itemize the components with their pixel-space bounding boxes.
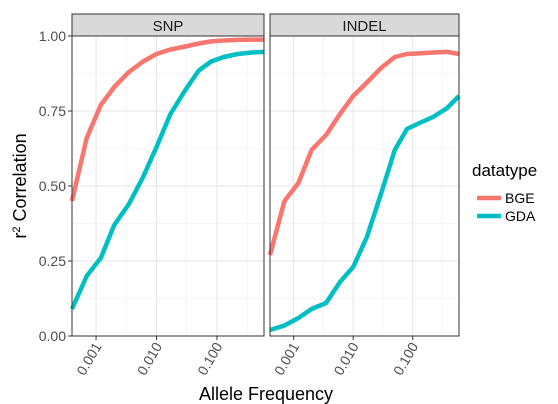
facet-strip-label: SNP xyxy=(153,18,184,35)
panel-indel: INDEL 0.001 0.010 0.100 xyxy=(267,13,461,378)
x-axis-title: Allele Frequency xyxy=(199,384,333,404)
facet-strip-label: INDEL xyxy=(342,18,386,35)
legend-label-gda: GDA xyxy=(505,208,536,224)
series-line-bge xyxy=(267,49,460,256)
x-tick-label: 0.001 xyxy=(73,339,104,378)
y-tick-label: 0.00 xyxy=(39,328,66,344)
legend-entry-bge: BGE xyxy=(477,190,535,206)
series-line-gda xyxy=(69,49,265,310)
y-tick-label: 0.50 xyxy=(39,178,66,194)
x-tick-label: 0.001 xyxy=(271,339,302,378)
x-tick-label: 0.100 xyxy=(194,339,225,378)
series-line-bge xyxy=(69,37,264,202)
legend-entry-gda: GDA xyxy=(477,208,536,224)
y-axis-title: r2 Correlation xyxy=(10,133,30,238)
y-tick-label: 1.00 xyxy=(39,28,66,44)
x-tick-label: 0.010 xyxy=(330,339,361,378)
y-axis-title-base: r xyxy=(10,233,30,239)
y-axis-title-superscript: 2 xyxy=(11,226,23,232)
x-tick-label: 0.100 xyxy=(390,339,421,378)
panel-snp: SNP 0.001 0.010 0.100 xyxy=(69,13,265,378)
panel-border xyxy=(71,35,265,337)
legend-label-bge: BGE xyxy=(505,190,535,206)
series-line-gda xyxy=(269,94,461,333)
legend-title: datatype xyxy=(472,161,537,180)
y-tick-label: 0.25 xyxy=(39,253,66,269)
panel-border xyxy=(269,35,460,337)
y-axis-title-rest: Correlation xyxy=(10,133,30,226)
y-tick-label: 0.75 xyxy=(39,103,66,119)
x-tick-label: 0.010 xyxy=(134,339,165,378)
legend: datatype BGE GDA xyxy=(472,161,537,224)
